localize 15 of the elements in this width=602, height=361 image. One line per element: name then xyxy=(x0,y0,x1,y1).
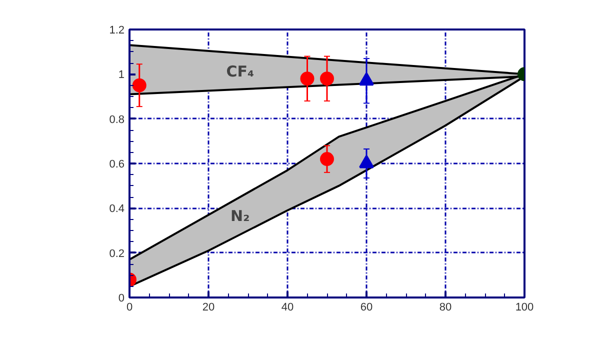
y-tick-label: 1 xyxy=(118,69,125,82)
x-tick-label: 100 xyxy=(515,302,534,314)
y-tick-label: 0 xyxy=(118,292,125,304)
x-tick-label: 80 xyxy=(439,302,452,314)
series-label: CF₄ xyxy=(226,62,254,80)
y-tick-label: 0.2 xyxy=(109,248,125,260)
x-tick-label: 0 xyxy=(126,302,133,314)
x-tick-label: 20 xyxy=(202,302,215,314)
series-label: N₂ xyxy=(230,206,250,225)
y-tick-label: 0.4 xyxy=(109,203,125,216)
y-tick-label: 0.8 xyxy=(109,114,125,126)
y-tick-label: 1.2 xyxy=(109,24,125,36)
y-tick-label: 0.6 xyxy=(109,158,125,170)
x-tick-label: 60 xyxy=(360,302,373,314)
x-tick-label: 40 xyxy=(281,302,294,314)
